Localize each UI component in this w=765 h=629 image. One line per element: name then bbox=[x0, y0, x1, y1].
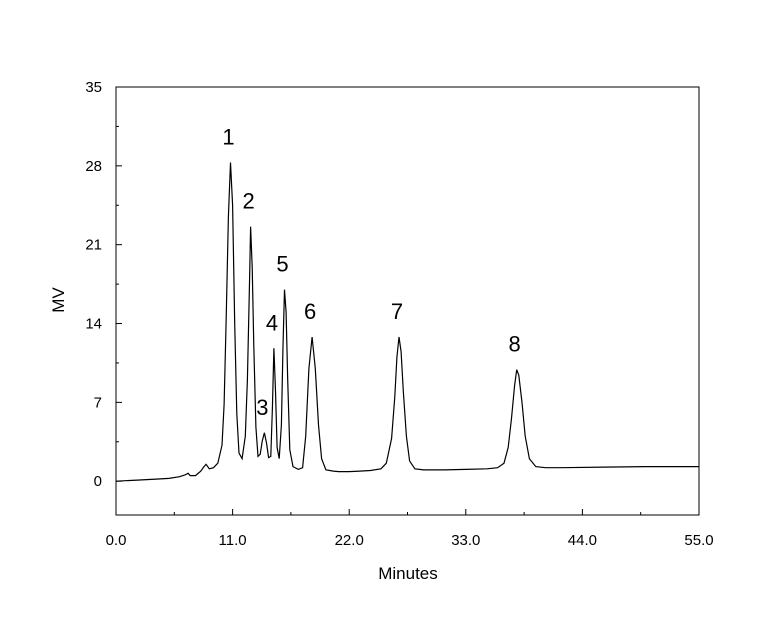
y-tick-label: 35 bbox=[85, 79, 102, 96]
y-tick-label: 14 bbox=[85, 316, 102, 333]
x-tick-label: 55.0 bbox=[684, 532, 713, 549]
plot-frame bbox=[115, 86, 700, 516]
x-axis: 0.0 11.0 22.0 33.0 44.0 55.0 bbox=[106, 509, 714, 549]
x-tick-label: 33.0 bbox=[451, 532, 480, 549]
peak-labels: 1 2 3 4 56 7 8 bbox=[222, 124, 520, 419]
y-tick-label: 0 bbox=[94, 473, 102, 490]
peak-label: 8 bbox=[509, 332, 521, 357]
series-layer bbox=[115, 162, 699, 482]
peak-label: 6 bbox=[304, 299, 316, 324]
x-tick-label: 0.0 bbox=[106, 532, 127, 549]
x-tick-label: 44.0 bbox=[568, 532, 597, 549]
x-axis-title: Minutes bbox=[378, 564, 438, 583]
y-tick-label: 28 bbox=[85, 158, 102, 175]
plot-border bbox=[115, 86, 700, 516]
peak-label: 7 bbox=[391, 299, 403, 324]
x-tick-label: 22.0 bbox=[335, 532, 364, 549]
y-tick-label: 21 bbox=[85, 237, 102, 254]
peak-label: 1 bbox=[222, 124, 234, 149]
peak-label: 5 bbox=[276, 252, 288, 277]
peak-label: 4 bbox=[266, 310, 278, 335]
y-axis: 0 7 14 21 28 35 bbox=[85, 79, 122, 490]
y-axis-title: MV bbox=[49, 287, 68, 313]
peak-label: 3 bbox=[256, 395, 268, 420]
x-tick-label: 11.0 bbox=[219, 532, 247, 549]
chromatogram-trace bbox=[115, 162, 699, 482]
y-tick-label: 7 bbox=[94, 394, 102, 411]
peak-label: 2 bbox=[242, 189, 254, 214]
